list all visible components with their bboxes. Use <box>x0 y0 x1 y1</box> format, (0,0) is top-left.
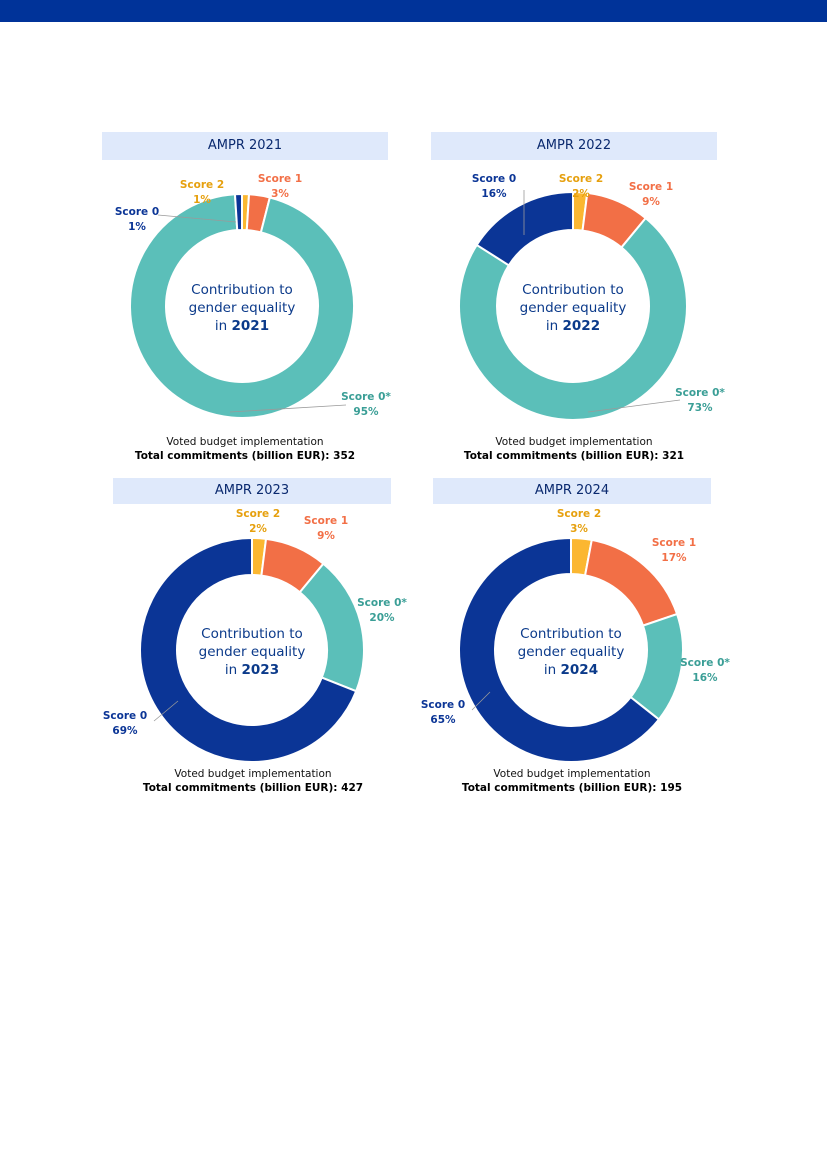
chart-title: AMPR 2024 <box>433 478 711 504</box>
chart-panel-2024: AMPR 2024 Score 2 3% Score 1 17% Score 0* 16%… <box>421 478 760 808</box>
slice-label-name: Score 0 <box>103 710 147 722</box>
center-text-line: gender equality <box>189 300 296 316</box>
leader-line <box>229 404 347 413</box>
slice-label-name: Score 0 <box>472 173 516 185</box>
total-commitments: 352 <box>333 450 356 462</box>
slice-label-name: Score 0* <box>341 391 391 403</box>
slice-score0 <box>139 536 358 763</box>
slice-label-value: 17% <box>661 552 687 564</box>
total-commitments: 321 <box>662 450 685 462</box>
slice-label-value: 9% <box>317 530 335 542</box>
slice-label-value: 73% <box>687 402 713 414</box>
slice-label-value: 1% <box>128 221 146 233</box>
caption-line2: Total commitments (billion EUR): 352 <box>80 450 410 462</box>
top-banner <box>0 0 827 22</box>
slice-label-value: 69% <box>112 725 138 737</box>
slice-label-name: Score 1 <box>629 181 673 193</box>
caption-line1: Voted budget implementation <box>166 436 324 448</box>
caption-line1: Voted budget implementation <box>174 768 332 780</box>
slice-label-value: 3% <box>271 188 289 200</box>
slice-label-value: 2% <box>249 523 267 535</box>
slice-score0 <box>458 536 661 763</box>
donut-chart: Score 2 3% Score 1 17% Score 0* 16% Score 0 65%… <box>421 508 730 763</box>
slice-label-name: Score 0 <box>421 699 465 711</box>
slice-label-name: Score 2 <box>180 179 224 191</box>
center-text-line: Contribution to <box>520 626 622 642</box>
chart-title: AMPR 2022 <box>431 132 717 160</box>
center-text-line: Contribution to <box>191 282 293 298</box>
chart-panel-2022: AMPR 2022 Score 2 2% Score 1 9% Score 0* 73% S… <box>428 132 758 462</box>
caption-prefix: Total commitments (billion EUR): <box>142 782 338 794</box>
slice-label-value: 3% <box>570 523 588 535</box>
total-commitments: 195 <box>660 782 683 794</box>
center-text-line: gender equality <box>199 644 306 660</box>
chart-title: AMPR 2023 <box>113 478 391 504</box>
chart-title: AMPR 2021 <box>102 132 388 160</box>
caption-prefix: Total commitments (billion EUR): <box>134 450 330 462</box>
slice-label-value: 1% <box>193 194 211 206</box>
caption-line1: Voted budget implementation <box>495 436 653 448</box>
slice-label-value: 16% <box>692 672 718 684</box>
slice-label-name: Score 1 <box>652 537 696 549</box>
slice-score0star <box>129 193 355 419</box>
center-text-line: gender equality <box>520 300 627 316</box>
donut-chart: Score 2 1% Score 1 3% Score 0* 95% Score 0 1% Co… <box>115 173 391 419</box>
slice-score0star <box>298 562 365 693</box>
center-text-year: in 2023 <box>225 662 279 678</box>
donut-chart: Score 2 2% Score 1 9% Score 0* 73% Score 0 16% C… <box>458 173 725 421</box>
caption-line2: Total commitments (billion EUR): 427 <box>88 782 418 794</box>
slice-label-name: Score 0* <box>680 657 730 669</box>
slice-label-name: Score 0 <box>115 206 159 218</box>
slice-label-name: Score 2 <box>557 508 601 520</box>
caption-line1: Voted budget implementation <box>493 768 651 780</box>
slice-label-name: Score 1 <box>258 173 302 185</box>
center-text-line: Contribution to <box>201 626 303 642</box>
chart-panel-2023: AMPR 2023 Score 2 2% Score 1 9% Score 0* 20% S… <box>103 478 440 808</box>
slice-score0 <box>233 192 243 232</box>
slice-label-name: Score 0* <box>675 387 725 399</box>
slice-label-value: 65% <box>430 714 456 726</box>
donut-chart: Score 2 2% Score 1 9% Score 0* 20% Score 0 69% C… <box>103 508 407 763</box>
slice-score0 <box>475 190 574 267</box>
slice-label-value: 9% <box>642 196 660 208</box>
caption-prefix: Total commitments (billion EUR): <box>463 450 659 462</box>
slice-label-value: 20% <box>369 612 395 624</box>
slice-label-value: 2% <box>572 188 590 200</box>
chart-panel-2021: AMPR 2021 Score 2 1% Score 1 3% Score 0* 95% S… <box>100 132 430 462</box>
caption-line2: Total commitments (billion EUR): 321 <box>409 450 739 462</box>
slice-label-name: Score 1 <box>304 515 348 527</box>
leader-line <box>471 691 491 711</box>
leader-line <box>587 399 681 413</box>
total-commitments: 427 <box>341 782 364 794</box>
caption-line2: Total commitments (billion EUR): 195 <box>407 782 737 794</box>
slice-label-name: Score 2 <box>559 173 603 185</box>
center-text-line: gender equality <box>518 644 625 660</box>
center-text-year: in 2022 <box>546 318 600 334</box>
caption-prefix: Total commitments (billion EUR): <box>461 782 657 794</box>
slice-label-value: 16% <box>481 188 507 200</box>
leader-line <box>157 214 237 223</box>
slice-score0star <box>458 216 688 421</box>
leader-line <box>153 700 179 722</box>
center-text-line: Contribution to <box>522 282 624 298</box>
center-text-year: in 2021 <box>215 318 269 334</box>
slice-label-value: 95% <box>353 406 379 418</box>
slice-label-name: Score 0* <box>357 597 407 609</box>
slice-label-name: Score 2 <box>236 508 280 520</box>
center-text-year: in 2024 <box>544 662 598 678</box>
